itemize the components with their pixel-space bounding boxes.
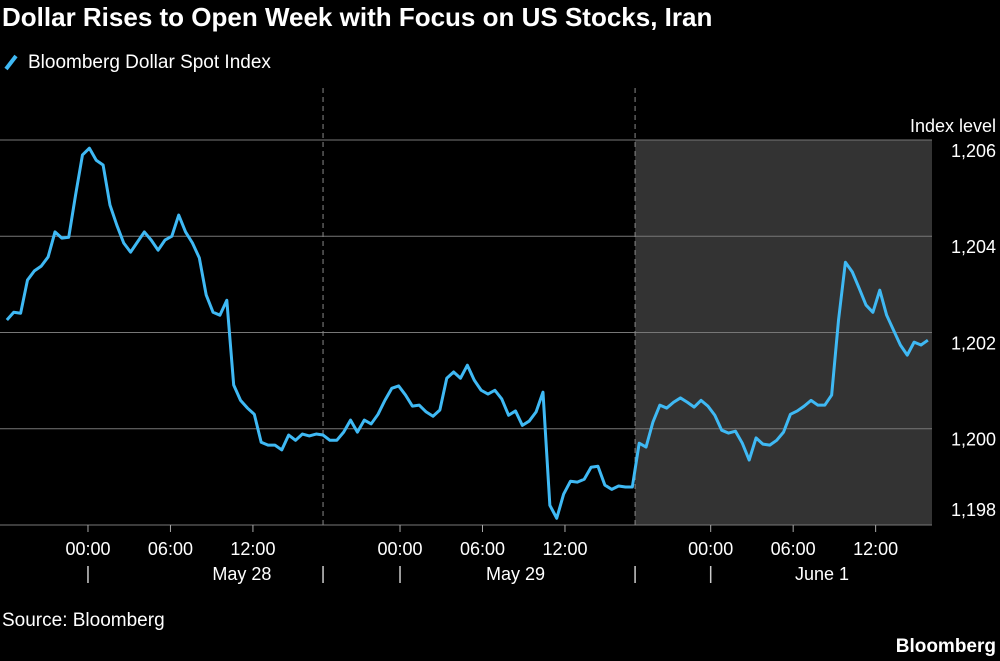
x-tick-label: 12:00 xyxy=(230,539,275,559)
legend-swatch xyxy=(4,54,18,71)
y-tick-label: 1,200 xyxy=(951,430,996,450)
y-tick-label: 1,204 xyxy=(951,237,996,257)
series-line xyxy=(5,146,929,520)
x-tick-label: 12:00 xyxy=(853,539,898,559)
x-group-label: May 29 xyxy=(486,564,545,584)
x-tick-label: 12:00 xyxy=(542,539,587,559)
x-tick-label: 00:00 xyxy=(377,539,422,559)
y-tick-label: 1,198 xyxy=(951,500,996,520)
x-tick-label: 00:00 xyxy=(688,539,733,559)
x-tick-label: 06:00 xyxy=(460,539,505,559)
source: Source: Bloomberg xyxy=(2,610,165,631)
x-tick-label: 06:00 xyxy=(148,539,193,559)
chart-title: Dollar Rises to Open Week with Focus on … xyxy=(2,2,712,32)
x-group-label: June 1 xyxy=(795,564,849,584)
y-axis-label: Index level xyxy=(910,116,996,136)
y-tick-label: 1,202 xyxy=(951,333,996,353)
legend-label: Bloomberg Dollar Spot Index xyxy=(28,52,271,73)
y-tick-label: 1,206 xyxy=(951,141,996,161)
brand: Bloomberg xyxy=(896,636,996,657)
x-group-label: May 28 xyxy=(212,564,271,584)
x-tick-label: 00:00 xyxy=(65,539,110,559)
x-tick-label: 06:00 xyxy=(771,539,816,559)
